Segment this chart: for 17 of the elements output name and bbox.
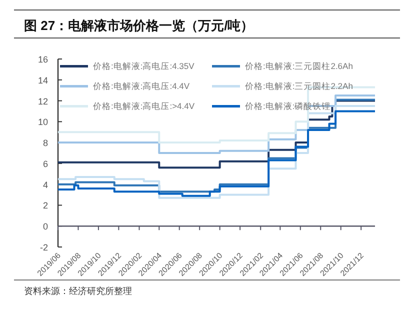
legend-label: 价格:电解液:高电压:>4.4V <box>92 101 195 111</box>
legend-label: 价格:电解液:三元圆柱2.2Ah <box>244 81 354 91</box>
y-tick-label: 16 <box>38 54 48 64</box>
y-tick-label: 8 <box>42 138 48 148</box>
y-tick-label: -2 <box>40 242 48 252</box>
chart-title: 图 27：电解液市场价格一览（万元/吨） <box>24 18 254 33</box>
legend-label: 价格:电解液:高电压:4.4V <box>92 81 190 91</box>
y-tick-label: 14 <box>38 75 48 86</box>
y-tick-label: 10 <box>38 117 48 128</box>
text: 资料来源：经济研究所整理 <box>24 286 132 296</box>
y-tick-label: 4 <box>42 180 48 190</box>
legend-label: 价格:电解液:三元圆柱2.6Ah <box>244 61 354 71</box>
y-tick-label: 0 <box>42 222 48 232</box>
y-tick-label: 12 <box>38 96 48 106</box>
y-tick-label: 2 <box>42 200 48 211</box>
y-tick-label: 6 <box>42 158 48 169</box>
legend-label: 价格:电解液:高电压:4.35V <box>92 61 195 71</box>
